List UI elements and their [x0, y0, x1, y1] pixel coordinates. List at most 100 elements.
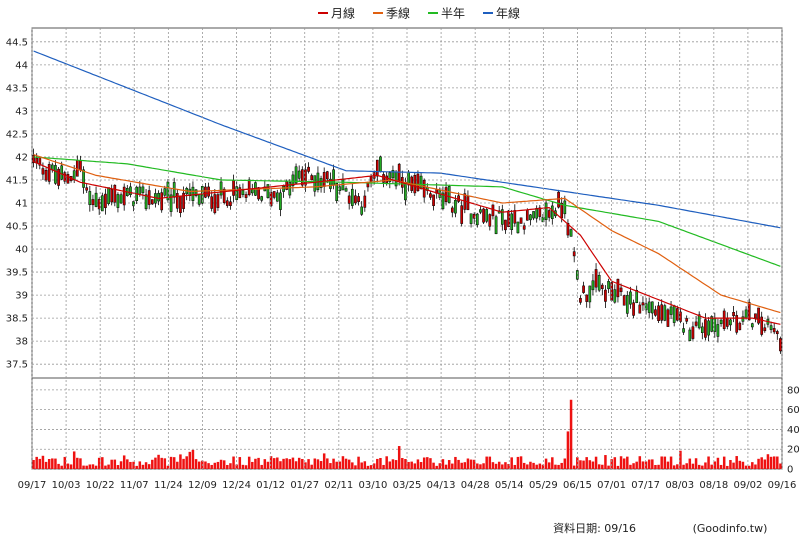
volume-bar [94, 465, 98, 469]
volume-bar [276, 457, 279, 469]
volume-bar [219, 459, 223, 469]
volume-bar [469, 459, 473, 469]
candle-body [269, 192, 273, 207]
candle-body [113, 184, 117, 203]
volume-bar [138, 461, 142, 469]
candle-body [660, 304, 664, 321]
candle-body [238, 187, 242, 199]
legend-label: 半年 [441, 7, 465, 21]
candle-body [510, 213, 514, 230]
candle-body [538, 207, 542, 217]
volume-bar [619, 456, 623, 469]
volume-bar [163, 458, 167, 469]
volume-bar [569, 399, 573, 469]
volume-bar [88, 464, 92, 469]
volume-bar [244, 465, 248, 469]
candle-body [625, 295, 629, 314]
candle-body [579, 297, 582, 303]
candle-body [379, 156, 382, 172]
volume-bar [588, 460, 592, 469]
candle-body [572, 251, 576, 257]
volume-bar [363, 461, 367, 469]
x-tick-label: 11/07 [120, 480, 149, 491]
candle-body [229, 201, 232, 206]
candle-body [641, 302, 645, 306]
volume-bar [294, 461, 298, 469]
legend-label: 月線 [331, 6, 355, 21]
volume-bar [672, 465, 676, 469]
candle-body [479, 209, 482, 213]
candle-body [91, 199, 95, 206]
volume-bar [57, 463, 60, 469]
volume-bar [379, 457, 382, 469]
candle-body [247, 179, 251, 196]
candle-body [710, 316, 714, 332]
volume-bar [388, 461, 392, 469]
volume-tick-label: 0 [787, 465, 793, 476]
x-tick-label: 04/28 [461, 480, 490, 491]
volume-bar [288, 459, 292, 469]
candle-body [597, 274, 601, 291]
candle-body [60, 165, 64, 180]
volume-bar [444, 464, 448, 469]
volume-bar [713, 461, 717, 469]
candle-body [729, 319, 732, 326]
candle-body [779, 338, 782, 352]
volume-bar [466, 458, 470, 469]
candle-body [557, 191, 560, 208]
footer-date-label: 資料日期: 09/16 [553, 521, 636, 535]
volume-bar [194, 459, 198, 469]
candle-body [657, 305, 660, 321]
price-tick-label: 39 [15, 291, 28, 302]
volume-bar [601, 464, 604, 469]
candle-body [563, 200, 567, 215]
volume-bar [560, 462, 563, 469]
volume-bar [35, 456, 38, 469]
candle-body [172, 182, 176, 198]
candle-body [629, 291, 632, 305]
candle-body [547, 210, 551, 218]
candle-body [363, 195, 367, 208]
volume-bar [707, 456, 710, 469]
candle-body [169, 194, 173, 212]
volume-bar [307, 459, 310, 469]
volume-bar [157, 454, 160, 469]
candle-body [232, 180, 235, 196]
candle-body [588, 285, 592, 303]
volume-bar [207, 463, 210, 469]
volume-bar [472, 459, 476, 469]
candle-body [619, 287, 623, 293]
volume-bar [532, 462, 535, 469]
volume-bar [191, 449, 195, 469]
candle-body [507, 210, 510, 228]
candle-body [107, 187, 110, 204]
candle-body [82, 169, 85, 188]
volume-bar [257, 457, 260, 469]
candle-body [585, 294, 589, 302]
x-tick-label: 04/13 [427, 480, 456, 491]
volume-bar [107, 464, 110, 469]
candle-body [200, 186, 204, 204]
price-tick-label: 43 [15, 106, 28, 117]
candle-body [666, 309, 670, 327]
candle-body [650, 301, 654, 314]
volume-bar [666, 461, 670, 469]
candle-body [222, 188, 226, 203]
volume-bar [394, 460, 398, 469]
price-tick-label: 41 [15, 199, 28, 210]
candle-body [700, 326, 704, 333]
x-tick-label: 03/25 [393, 480, 422, 491]
candle-body [654, 309, 657, 316]
candle-body [297, 170, 301, 179]
candle-body [738, 322, 742, 331]
x-tick-label: 08/03 [665, 480, 694, 491]
candle-body [163, 188, 167, 196]
volume-bar [594, 456, 598, 469]
candle-body [182, 192, 185, 209]
candle-body [57, 168, 60, 186]
candle-body [566, 222, 570, 236]
candle-body [144, 194, 148, 210]
candle-body [347, 195, 351, 204]
candle-body [685, 318, 689, 322]
